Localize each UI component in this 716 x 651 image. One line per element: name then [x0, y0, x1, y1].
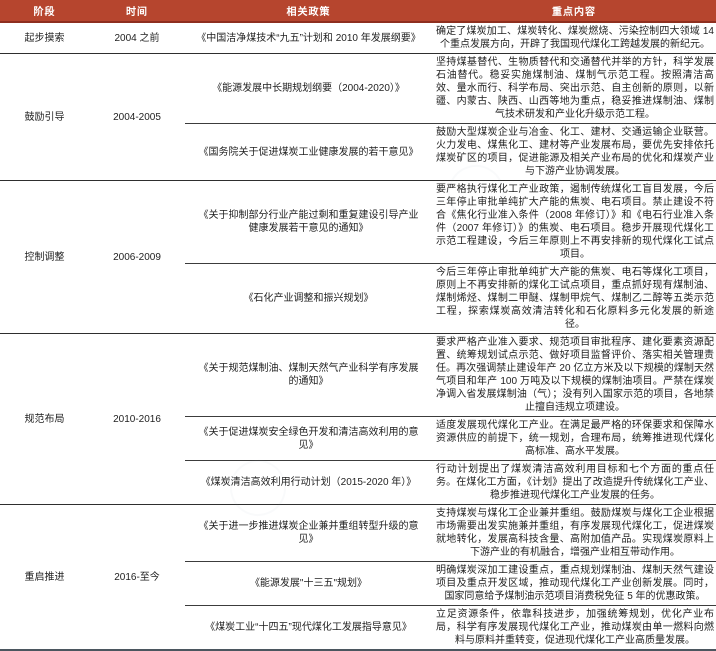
stage-cell: 控制调整: [0, 180, 89, 334]
period-cell: 2010-2016: [89, 333, 185, 505]
column-header-stage: 阶段: [0, 0, 89, 23]
content-cell: 鼓励大型煤炭企业与冶金、化工、建材、交通运输企业联营。火力发电、煤焦化工、建材等…: [432, 123, 716, 181]
content-cell: 要严格执行煤化工产业政策，遏制传统煤化工盲目发展，今后三年停止审批单纯扩大产能的…: [432, 180, 716, 264]
table-header: 阶段 时间 相关政策 重点内容: [0, 0, 716, 23]
table-row: 《石化产业调整和振兴规划》 今后三年停止审批单纯扩大产能的焦炭、电石等煤化工项目，…: [0, 263, 716, 334]
policy-cell: 《关于抑制部分行业产能过剩和重复建设引导产业健康发展若干意见的通知》: [185, 180, 432, 264]
table-row: 重启推进 2016-至今 《关于进一步推进煤炭企业兼并重组转型升级的意见》 支持煤炭与…: [0, 504, 716, 650]
policy-cell: 《中国洁净煤技术“九五”计划和 2010 年发展纲要》: [185, 21, 432, 54]
table-row: 鼓励引导 2004-2005 《能源发展中长期规划纲要（2004-2020）》 坚持煤…: [0, 53, 716, 181]
column-header-period: 时间: [89, 0, 185, 23]
column-header-content: 重点内容: [432, 0, 716, 23]
policy-cell: 《关于进一步推进煤炭企业兼并重组转型升级的意见》: [185, 504, 432, 562]
content-cell: 要求严格产业准入要求、规范项目审批程序、建化要素资源配置、统筹规划试点示范、做好…: [432, 333, 716, 417]
period-cell: 2004-2005: [89, 53, 185, 181]
table-row: 《能源发展"十三五"规划》 明确煤炭深加工建设重点，重点规划煤制油、煤制天然气建设…: [0, 561, 716, 606]
policy-table-body: 起步摸索 2004 之前 《中国洁净煤技术“九五”计划和 2010 年发展纲要》 确定…: [0, 21, 716, 650]
stage-cell: 规范布局: [0, 333, 89, 505]
content-cell: 确定了煤炭加工、煤炭转化、煤炭燃烧、污染控制四大领域 14 个重点发展方向，开辟…: [432, 21, 716, 54]
content-cell: 适度发展现代煤化工产业。在满足最严格的环保要求和保障水资源供应的前提下，统一规划…: [432, 416, 716, 461]
content-cell: 坚持煤基替代、生物质替代和交通替代并举的方针，科学发展石油替代。稳妥实施煤制油、…: [432, 53, 716, 124]
header-row: 阶段 时间 相关政策 重点内容: [0, 0, 716, 23]
policy-cell: 《关于促进煤炭安全绿色开发和清洁高效利用的意见》: [185, 416, 432, 461]
period-cell: 2004 之前: [89, 21, 185, 54]
table-row: 控制调整 2006-2009 《关于抑制部分行业产能过剩和重复建设引导产业健康发展若…: [0, 180, 716, 334]
stage-cell: 重启推进: [0, 504, 89, 650]
table-row: 《国务院关于促进煤炭工业健康发展的若干意见》 鼓励大型煤炭企业与冶金、化工、建材、…: [0, 123, 716, 181]
table-row: 《煤炭清洁高效利用行动计划（2015-2020 年）》 行动计划提出了煤炭清洁高效…: [0, 460, 716, 505]
policy-cell: 《石化产业调整和振兴规划》: [185, 263, 432, 334]
policy-cell: 《关于规范煤制油、煤制天然气产业科学有序发展的通知》: [185, 333, 432, 417]
content-cell: 今后三年停止审批单纯扩大产能的焦炭、电石等煤化工项目，原则上不再安排新的煤化工试…: [432, 263, 716, 334]
content-cell: 明确煤炭深加工建设重点，重点规划煤制油、煤制天然气建设项目及重点开发区域，推动现…: [432, 561, 716, 606]
period-cell: 2016-至今: [89, 504, 185, 650]
policy-cell: 《能源发展"十三五"规划》: [185, 561, 432, 606]
policy-cell: 《能源发展中长期规划纲要（2004-2020）》: [185, 53, 432, 124]
policy-cell: 《煤炭工业“十四五”现代煤化工发展指导意见》: [185, 605, 432, 650]
content-cell: 立足资源条件，依靠科技进步，加强统筹规划，优化产业布局，科学有序发展现代煤化工产…: [432, 605, 716, 650]
table-row: 起步摸索 2004 之前 《中国洁净煤技术“九五”计划和 2010 年发展纲要》 确定…: [0, 21, 716, 54]
stage-cell: 鼓励引导: [0, 53, 89, 181]
table-row: 规范布局 2010-2016 《关于规范煤制油、煤制天然气产业科学有序发展的通知》要…: [0, 333, 716, 505]
content-cell: 行动计划提出了煤炭清洁高效利用目标和七个方面的重点任务。在煤化工方面，《计划》提…: [432, 460, 716, 505]
column-header-policy: 相关政策: [185, 0, 432, 23]
policy-cell: 《国务院关于促进煤炭工业健康发展的若干意见》: [185, 123, 432, 181]
content-cell: 支持煤炭与煤化工企业兼并重组。鼓励煤炭与煤化工企业根据市场需要出发实施兼并重组，…: [432, 504, 716, 562]
policy-cell: 《煤炭清洁高效利用行动计划（2015-2020 年）》: [185, 460, 432, 505]
period-cell: 2006-2009: [89, 180, 185, 334]
stage-cell: 起步摸索: [0, 21, 89, 54]
table-row: 《关于促进煤炭安全绿色开发和清洁高效利用的意见》 适度发展现代煤化工产业。在满足最…: [0, 416, 716, 461]
